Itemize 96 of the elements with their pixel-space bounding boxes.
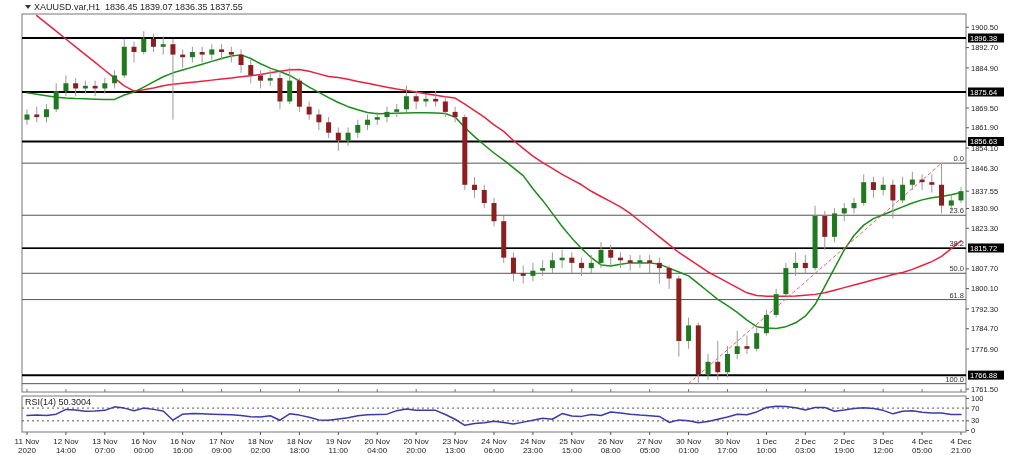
candlestick	[53, 82, 59, 113]
candlestick	[705, 353, 711, 381]
chart-title: XAUUSD.var,H1 1836.45 1839.07 1836.35 1837.55	[34, 2, 243, 12]
candlestick	[258, 69, 263, 89]
candlestick	[579, 257, 585, 277]
candlestick	[472, 176, 478, 199]
candlestick	[238, 48, 244, 74]
candlestick	[306, 100, 312, 121]
candlestick	[277, 72, 283, 110]
candlestick	[832, 207, 838, 243]
candlestick	[491, 197, 497, 227]
candlestick	[890, 179, 896, 220]
x-tick-label: 1 Dec 10:00	[755, 437, 777, 455]
candlestick	[413, 90, 419, 110]
candlestick	[637, 254, 643, 269]
x-tick-label: 16 Nov 16:00	[169, 437, 196, 455]
candlestick	[793, 251, 799, 277]
candlestick	[656, 257, 662, 285]
candlestick	[248, 59, 254, 84]
candlestick	[112, 69, 118, 89]
candlestick	[870, 176, 876, 199]
candlestick	[647, 254, 653, 274]
candlestick	[880, 176, 886, 196]
candlestick	[73, 77, 79, 97]
candlestick	[598, 241, 604, 269]
x-tick-label: 24 Nov 06:00	[481, 437, 507, 455]
candlestick	[335, 127, 341, 152]
candlestick	[608, 244, 614, 266]
candlestick	[131, 41, 137, 63]
x-tick-label: 4 Dec 05:00	[911, 437, 933, 455]
candlestick	[802, 254, 808, 274]
candlestick	[160, 35, 166, 56]
x-tick-label: 3 Dec 12:00	[872, 437, 894, 455]
candlestick	[588, 254, 594, 274]
candlestick	[452, 106, 458, 123]
x-tick-label: 18 Nov 18:00	[286, 437, 313, 455]
candlestick	[929, 173, 935, 194]
candlestick	[900, 176, 906, 204]
candlestick	[686, 317, 692, 350]
candlestick	[715, 340, 721, 381]
x-tick-label: 11 Nov 2020	[14, 437, 40, 455]
x-tick-label: 27 Nov 05:00	[636, 437, 663, 455]
candlestick	[481, 184, 487, 209]
candlestick	[199, 46, 205, 63]
x-tick-label: 13 Nov 07:00	[92, 437, 118, 455]
candlestick	[530, 262, 536, 282]
x-tick-label: 24 Nov 23:00	[520, 437, 546, 455]
candlestick	[63, 74, 69, 97]
x-tick-label: 20 Nov 20:00	[403, 437, 429, 455]
line-series	[26, 405, 962, 427]
candlestick	[316, 108, 322, 131]
candlestick	[763, 309, 769, 337]
candlestick	[209, 43, 215, 61]
x-tick-label: 12 Nov 14:00	[53, 437, 79, 455]
x-tick-label: 23 Nov 13:00	[442, 437, 468, 455]
x-tick-label: 30 Nov 01:00	[675, 437, 702, 455]
candlestick	[43, 103, 49, 123]
candlestick	[403, 85, 409, 113]
candlestick	[861, 173, 867, 207]
x-tick-label: 30 Nov 17:00	[714, 437, 741, 455]
candlestick	[141, 30, 147, 56]
candlestick	[822, 210, 828, 251]
candlestick	[442, 95, 448, 118]
x-tick-label: 2 Dec 03:00	[794, 437, 816, 455]
chart-title: RSI(14) 50.3004	[25, 397, 92, 407]
candlestick	[170, 38, 176, 121]
x-tick-label: 19 Nov 11:00	[325, 437, 352, 455]
candlestick	[851, 197, 857, 214]
x-tick-label: 16 Nov 00:00	[131, 437, 157, 455]
x-tick-label: 2 Dec 19:00	[833, 437, 855, 455]
x-tick-label: 26 Nov 08:00	[598, 437, 624, 455]
candlestick	[384, 106, 390, 123]
candlestick	[773, 288, 779, 319]
candlestick	[355, 119, 361, 139]
x-tick-label: 17 Nov 09:00	[208, 437, 235, 455]
candlestick	[725, 345, 730, 378]
candlestick	[569, 251, 575, 274]
candlestick	[345, 127, 351, 147]
candlestick	[666, 264, 672, 290]
x-tick-label: 4 Dec 21:00	[950, 437, 972, 455]
candlestick	[939, 162, 945, 214]
candlestick	[287, 67, 293, 105]
candlestick	[909, 171, 915, 191]
candlestick	[520, 264, 526, 285]
candlestick	[744, 335, 750, 355]
candlestick	[754, 327, 760, 352]
x-tick-label: 18 Nov 02:00	[247, 437, 274, 455]
candlestick	[326, 116, 332, 139]
x-tick-label: 20 Nov 04:00	[364, 437, 390, 455]
candlestick	[24, 108, 30, 126]
candlestick	[841, 202, 847, 222]
candlestick	[734, 330, 740, 360]
candlestick	[510, 251, 516, 282]
candlestick	[150, 33, 156, 53]
x-tick-label: 25 Nov 15:00	[559, 437, 585, 455]
candlestick	[549, 251, 555, 274]
